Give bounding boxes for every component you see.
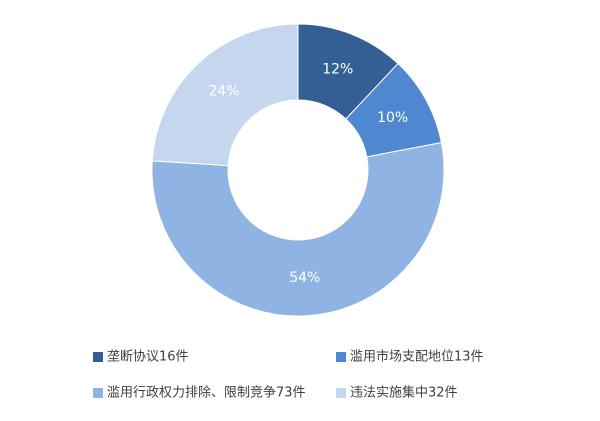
- value-label: 24%: [209, 83, 240, 99]
- legend-swatch: [336, 388, 346, 398]
- donut-slice: [151, 23, 299, 167]
- value-label: 54%: [289, 270, 320, 286]
- legend-label: 违法实施集中32件: [350, 385, 458, 401]
- donut-slice: [151, 142, 445, 317]
- legend-swatch: [336, 352, 346, 362]
- value-label: 12%: [322, 62, 353, 78]
- value-label: 10%: [377, 110, 408, 126]
- legend-label: 滥用市场支配地位13件: [350, 349, 484, 365]
- legend-label: 滥用行政权力排除、限制竞争73件: [107, 385, 306, 401]
- legend-swatch: [93, 388, 103, 398]
- legend-swatch: [93, 352, 103, 362]
- legend-label: 垄断协议16件: [107, 350, 189, 365]
